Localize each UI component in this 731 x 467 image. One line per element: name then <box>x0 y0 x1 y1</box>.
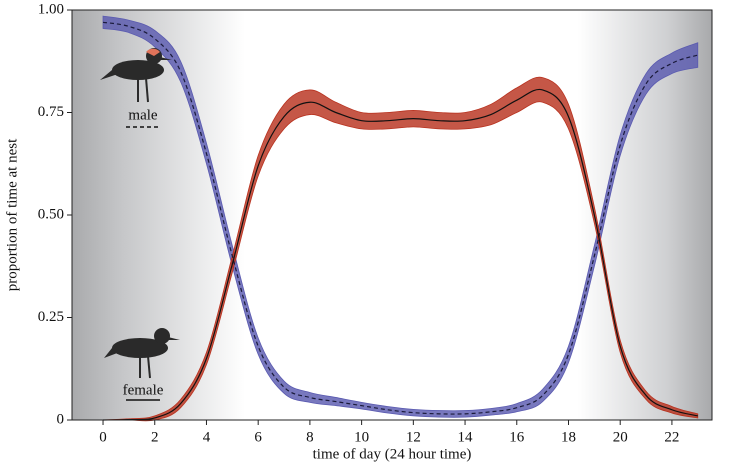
plot-background <box>72 10 712 420</box>
x-tick-label: 16 <box>509 429 525 445</box>
x-tick-label: 14 <box>458 429 474 445</box>
x-tick-label: 10 <box>354 429 369 445</box>
male-bird-icon <box>100 48 172 103</box>
y-tick-label: 1.00 <box>38 1 64 17</box>
y-tick-label: 0.25 <box>38 309 64 325</box>
x-tick-label: 12 <box>406 429 421 445</box>
y-tick-label: 0.50 <box>38 206 64 222</box>
x-tick-label: 4 <box>203 429 211 445</box>
x-tick-label: 22 <box>664 429 679 445</box>
legend-label: male <box>128 107 157 123</box>
x-tick-label: 6 <box>254 429 262 445</box>
legend-label: female <box>123 382 164 398</box>
x-tick-label: 0 <box>99 429 107 445</box>
plot <box>102 15 699 422</box>
x-tick-label: 20 <box>613 429 628 445</box>
series-line <box>103 88 698 421</box>
x-axis-label: time of day (24 hour time) <box>313 446 472 462</box>
x-tick-label: 8 <box>306 429 314 445</box>
x-tick-label: 2 <box>151 429 159 445</box>
female-bird-icon <box>104 328 180 379</box>
y-axis-label: proportion of time at nest <box>4 138 20 291</box>
y-tick-label: 0.75 <box>38 104 64 120</box>
y-tick-label: 0 <box>57 411 65 427</box>
x-tick-label: 18 <box>561 429 576 445</box>
